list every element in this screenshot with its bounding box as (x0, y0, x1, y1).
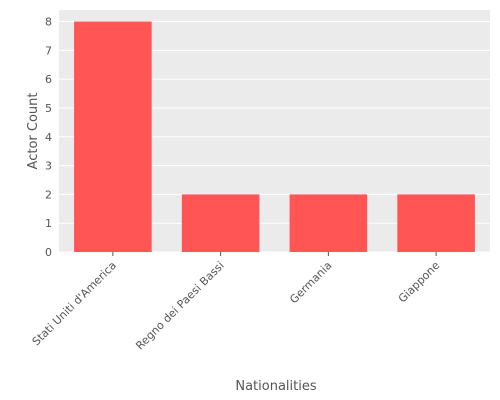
y-tick-label: 6 (45, 73, 52, 86)
y-tick-label: 4 (45, 131, 52, 144)
y-tick-label: 1 (45, 217, 52, 230)
y-tick-label: 8 (45, 16, 52, 29)
x-tick-label: Stati Uniti d'America (30, 259, 119, 348)
x-tick-label: Germania (287, 259, 334, 306)
y-tick-label: 5 (45, 102, 52, 115)
y-tick-labels: 0 1 2 3 4 5 6 7 8 (45, 16, 52, 259)
x-tick-labels: Stati Uniti d'America Regno dei Paesi Bas… (30, 252, 443, 352)
bar (74, 21, 152, 253)
bars (74, 21, 475, 253)
y-axis-title: Actor Count (26, 93, 41, 170)
y-tick-label: 3 (45, 160, 52, 173)
y-tick-label: 7 (45, 44, 52, 57)
x-tick-label: Regno dei Paesi Bassi (133, 259, 226, 352)
bar (397, 194, 475, 252)
bar (181, 194, 260, 252)
x-axis-title: Nationalities (235, 379, 316, 394)
bar (289, 194, 368, 252)
y-tick-label: 0 (45, 246, 52, 259)
y-tick-label: 2 (45, 188, 52, 201)
x-tick-label: Giappone (396, 259, 443, 306)
